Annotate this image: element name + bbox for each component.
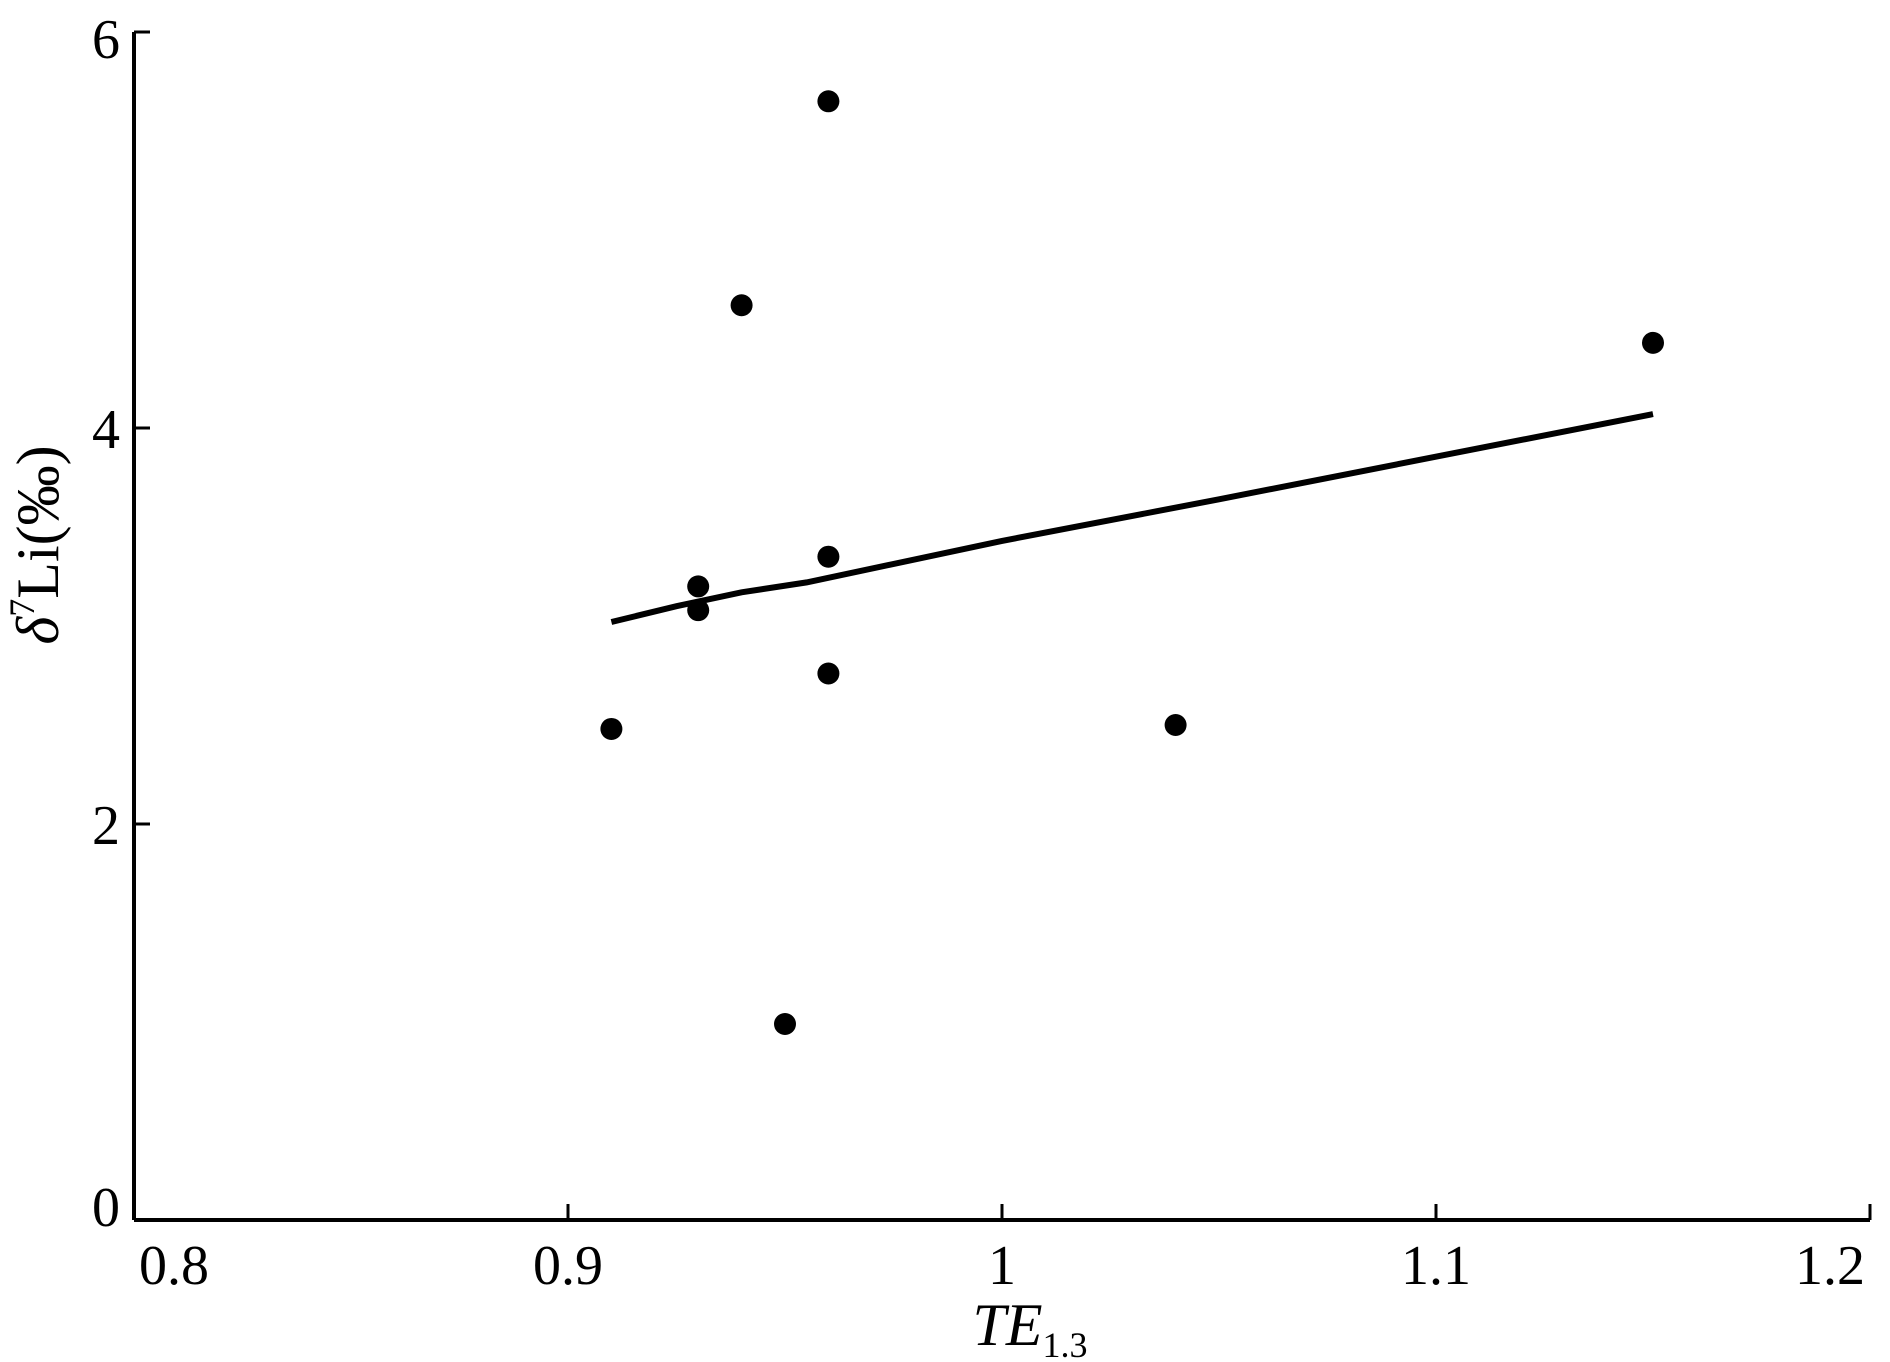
data-point (817, 90, 840, 113)
data-point (774, 1012, 796, 1035)
data-point (1164, 714, 1187, 736)
data-point (817, 662, 840, 685)
y-tick-label: 2 (92, 795, 120, 857)
data-point (687, 575, 710, 598)
x-tick-label: 1 (988, 1235, 1016, 1297)
y-tick-label: 6 (92, 9, 120, 71)
axes (132, 32, 1870, 1222)
ticks (132, 30, 1872, 1222)
tick-labels: 0.8 0.9 1 1.1 1.2 0 2 4 6 (92, 9, 1865, 1297)
x-tick-label: 0.9 (533, 1235, 603, 1297)
x-tick-label: 0.8 (139, 1235, 209, 1297)
x-axis-title-subscript: 1.3 (1043, 1325, 1088, 1362)
trend-line (610, 411, 1654, 625)
x-axis-title: TE1.3 (972, 1292, 1087, 1362)
y-tick-label: 4 (92, 399, 120, 461)
data-point (600, 717, 623, 740)
x-tick-label: 1.2 (1795, 1235, 1865, 1297)
data-point (687, 599, 710, 622)
data-point (730, 294, 753, 317)
y-axis-title-rest: Li(‰) (5, 445, 71, 598)
data-series (600, 90, 1664, 1035)
data-point (817, 545, 840, 568)
y-axis-title-superscript: 7 (2, 599, 42, 617)
y-axis-title: δ7Li(‰) (2, 445, 71, 644)
data-point (1642, 331, 1664, 354)
y-tick-label: 0 (92, 1177, 120, 1239)
x-tick-label: 1.1 (1401, 1235, 1471, 1297)
